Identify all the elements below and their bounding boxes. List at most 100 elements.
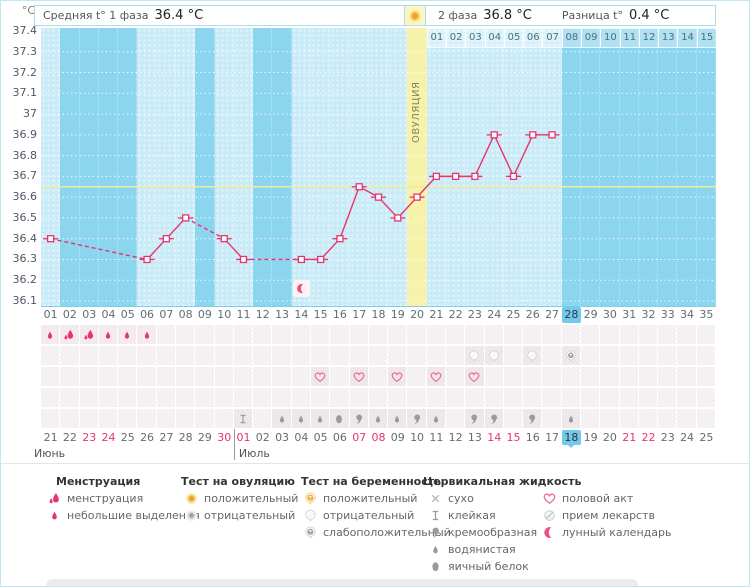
medication-cell[interactable] bbox=[272, 388, 292, 407]
day-column[interactable] bbox=[407, 28, 427, 306]
calendar-date[interactable]: 26 bbox=[140, 431, 155, 444]
calendar-date[interactable]: 22 bbox=[62, 431, 77, 444]
cervical-fluid-cell[interactable] bbox=[253, 409, 273, 428]
pregnancy-test-cell[interactable] bbox=[658, 346, 678, 365]
cervical-fluid-cell[interactable] bbox=[426, 409, 446, 428]
pregnancy-test-cell[interactable] bbox=[407, 346, 427, 365]
pregnancy-test-cell[interactable] bbox=[118, 346, 138, 365]
medication-cell[interactable] bbox=[311, 388, 331, 407]
intercourse-cell[interactable] bbox=[696, 367, 716, 386]
cervical-fluid-cell[interactable] bbox=[465, 409, 485, 428]
medication-cell[interactable] bbox=[503, 388, 524, 407]
medication-cell[interactable] bbox=[523, 388, 543, 407]
day-column[interactable] bbox=[697, 28, 716, 306]
cervical-fluid-cell[interactable] bbox=[214, 409, 234, 428]
intercourse-cell[interactable] bbox=[233, 367, 254, 386]
medication-cell[interactable] bbox=[561, 388, 581, 407]
menstruation-cell[interactable] bbox=[60, 325, 80, 344]
menstruation-cell[interactable] bbox=[118, 325, 138, 344]
calendar-date[interactable]: 14 bbox=[487, 431, 502, 444]
intercourse-cell[interactable] bbox=[98, 367, 119, 386]
intercourse-cell[interactable] bbox=[330, 367, 350, 386]
intercourse-cell[interactable] bbox=[581, 367, 601, 386]
menstruation-cell[interactable] bbox=[41, 325, 61, 344]
cycle-day[interactable]: 30 bbox=[602, 308, 617, 321]
menstruation-cell[interactable] bbox=[214, 325, 234, 344]
cervical-fluid-cell[interactable] bbox=[349, 409, 369, 428]
intercourse-cell[interactable] bbox=[195, 367, 215, 386]
cervical-fluid-cell[interactable] bbox=[311, 409, 331, 428]
intercourse-cell[interactable] bbox=[600, 367, 620, 386]
cervical-fluid-cell[interactable] bbox=[407, 409, 427, 428]
day-column[interactable] bbox=[523, 28, 543, 306]
medication-cell[interactable] bbox=[79, 388, 99, 407]
calendar-date[interactable]: 24 bbox=[680, 431, 695, 444]
day-column[interactable] bbox=[388, 28, 408, 306]
cycle-day[interactable]: 24 bbox=[487, 308, 502, 321]
calendar-date[interactable]: 21 bbox=[43, 431, 58, 444]
day-column[interactable] bbox=[349, 28, 369, 306]
menstruation-cell[interactable] bbox=[311, 325, 331, 344]
cervical-fluid-cell[interactable] bbox=[291, 409, 311, 428]
day-column[interactable] bbox=[446, 28, 466, 306]
medication-cell[interactable] bbox=[426, 388, 446, 407]
medication-cell[interactable] bbox=[465, 388, 485, 407]
medication-cell[interactable] bbox=[388, 388, 408, 407]
cervical-fluid-cell[interactable] bbox=[561, 409, 581, 428]
menstruation-cell[interactable] bbox=[98, 325, 119, 344]
pregnancy-test-cell[interactable] bbox=[581, 346, 601, 365]
cycle-day[interactable]: 29 bbox=[583, 308, 598, 321]
day-column[interactable] bbox=[330, 28, 350, 306]
cycle-day[interactable]: 01 bbox=[43, 308, 58, 321]
menstruation-cell[interactable] bbox=[561, 325, 581, 344]
cycle-day[interactable]: 13 bbox=[275, 308, 290, 321]
day-column[interactable] bbox=[137, 28, 157, 306]
pregnancy-test-cell[interactable] bbox=[291, 346, 311, 365]
cervical-fluid-cell[interactable] bbox=[484, 409, 504, 428]
calendar-date[interactable]: 13 bbox=[467, 431, 482, 444]
calendar-date[interactable]: 16 bbox=[525, 431, 540, 444]
medication-cell[interactable] bbox=[214, 388, 234, 407]
cycle-day[interactable]: 06 bbox=[140, 308, 155, 321]
pregnancy-test-cell[interactable] bbox=[503, 346, 524, 365]
cervical-fluid-cell[interactable] bbox=[330, 409, 350, 428]
menstruation-cell[interactable] bbox=[696, 325, 716, 344]
medication-cell[interactable] bbox=[118, 388, 138, 407]
intercourse-cell[interactable] bbox=[658, 367, 678, 386]
intercourse-cell[interactable] bbox=[388, 367, 408, 386]
day-column[interactable] bbox=[639, 28, 659, 306]
pregnancy-test-cell[interactable] bbox=[233, 346, 254, 365]
calendar-date[interactable]: 21 bbox=[622, 431, 637, 444]
intercourse-cell[interactable] bbox=[503, 367, 524, 386]
menstruation-cell[interactable] bbox=[137, 325, 157, 344]
cervical-fluid-cell[interactable] bbox=[272, 409, 292, 428]
day-column[interactable] bbox=[80, 28, 99, 306]
day-column[interactable] bbox=[503, 28, 524, 306]
cycle-day[interactable]: 23 bbox=[467, 308, 482, 321]
cycle-day[interactable]: 18 bbox=[371, 308, 386, 321]
cervical-fluid-cell[interactable] bbox=[658, 409, 678, 428]
calendar-date[interactable]: 10 bbox=[410, 431, 425, 444]
cycle-day[interactable]: 22 bbox=[448, 308, 463, 321]
day-column[interactable] bbox=[291, 28, 311, 306]
intercourse-cell[interactable] bbox=[561, 367, 581, 386]
intercourse-cell[interactable] bbox=[156, 367, 176, 386]
cycle-day[interactable]: 09 bbox=[197, 308, 212, 321]
day-column[interactable] bbox=[41, 28, 61, 306]
calendar-date[interactable]: 17 bbox=[545, 431, 560, 444]
day-column[interactable] bbox=[272, 28, 292, 306]
calendar-date[interactable]: 08 bbox=[371, 431, 386, 444]
day-column[interactable] bbox=[156, 28, 176, 306]
intercourse-cell[interactable] bbox=[368, 367, 389, 386]
menstruation-cell[interactable] bbox=[426, 325, 446, 344]
cervical-fluid-cell[interactable] bbox=[156, 409, 176, 428]
cervical-fluid-cell[interactable] bbox=[503, 409, 524, 428]
calendar-date[interactable]: 25 bbox=[120, 431, 135, 444]
intercourse-cell[interactable] bbox=[79, 367, 99, 386]
cycle-day-current[interactable]: 28 bbox=[561, 307, 581, 323]
menstruation-cell[interactable] bbox=[176, 325, 196, 344]
pregnancy-test-cell[interactable] bbox=[388, 346, 408, 365]
menstruation-cell[interactable] bbox=[79, 325, 99, 344]
intercourse-cell[interactable] bbox=[272, 367, 292, 386]
intercourse-cell[interactable] bbox=[41, 367, 61, 386]
